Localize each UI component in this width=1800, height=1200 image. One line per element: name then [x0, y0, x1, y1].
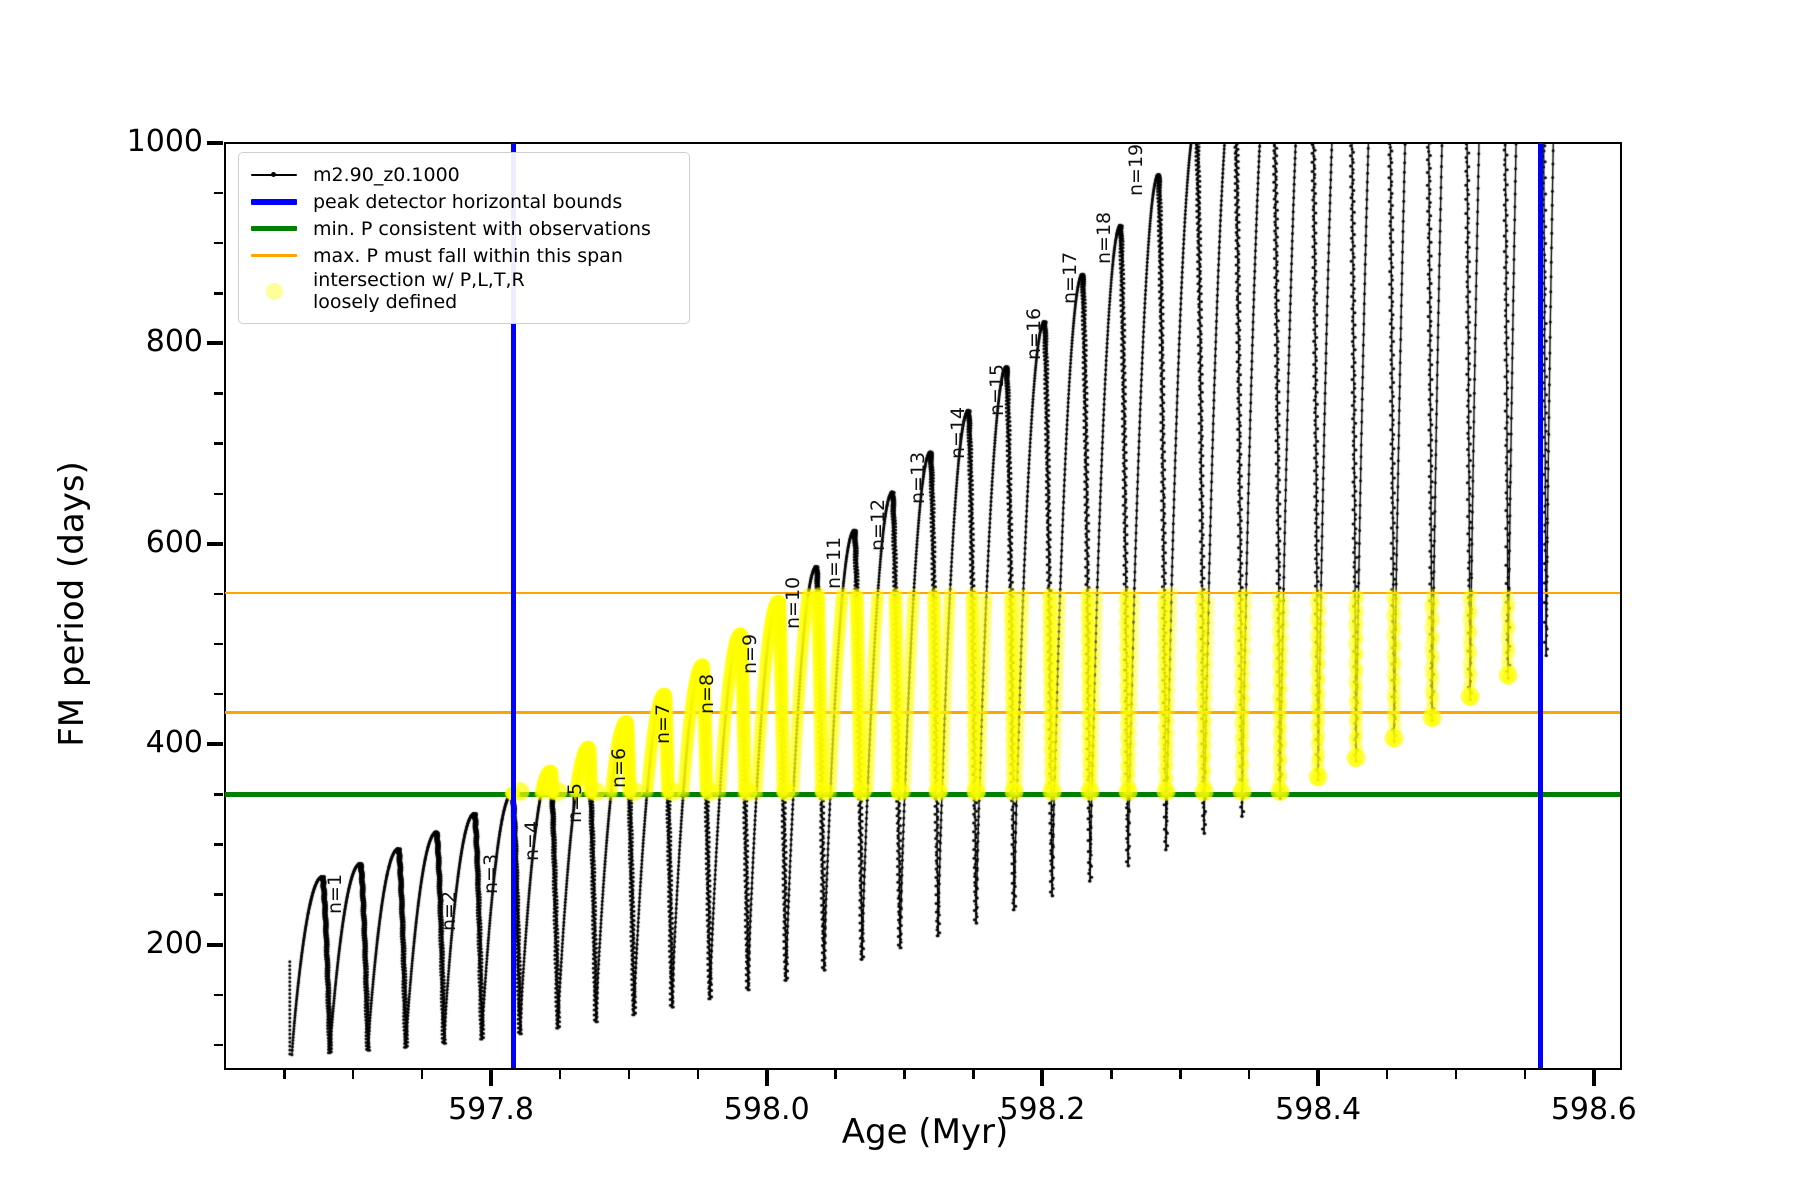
legend-label-max-p: max. P must fall within this span [313, 244, 623, 267]
legend-entry-peak-bounds: peak detector horizontal bounds [251, 188, 677, 215]
legend-entry-series: m2.90_z0.1000 [251, 161, 677, 188]
x-axis-title: Age (Myr) [841, 1112, 1009, 1152]
legend-entry-max-p: max. P must fall within this span [251, 242, 677, 269]
legend: m2.90_z0.1000 peak detector horizontal b… [238, 152, 690, 324]
legend-label-peak-bounds: peak detector horizontal bounds [313, 190, 623, 213]
min-p-swatch [251, 226, 297, 231]
legend-label-series: m2.90_z0.1000 [313, 163, 460, 186]
series-marker-dot [271, 172, 276, 177]
legend-entry-min-p: min. P consistent with observations [251, 215, 677, 242]
legend-label-min-p: min. P consistent with observations [313, 217, 651, 240]
peak-bounds-swatch [251, 198, 297, 205]
legend-label-intersection: intersection w/ P,L,T,R loosely defined [313, 269, 525, 313]
y-axis-title: FM period (days) [52, 461, 92, 747]
intersection-marker-swatch [251, 282, 297, 300]
max-p-swatch [251, 254, 297, 257]
legend-entry-intersection: intersection w/ P,L,T,R loosely defined [251, 269, 677, 313]
series-line-swatch [251, 172, 297, 177]
